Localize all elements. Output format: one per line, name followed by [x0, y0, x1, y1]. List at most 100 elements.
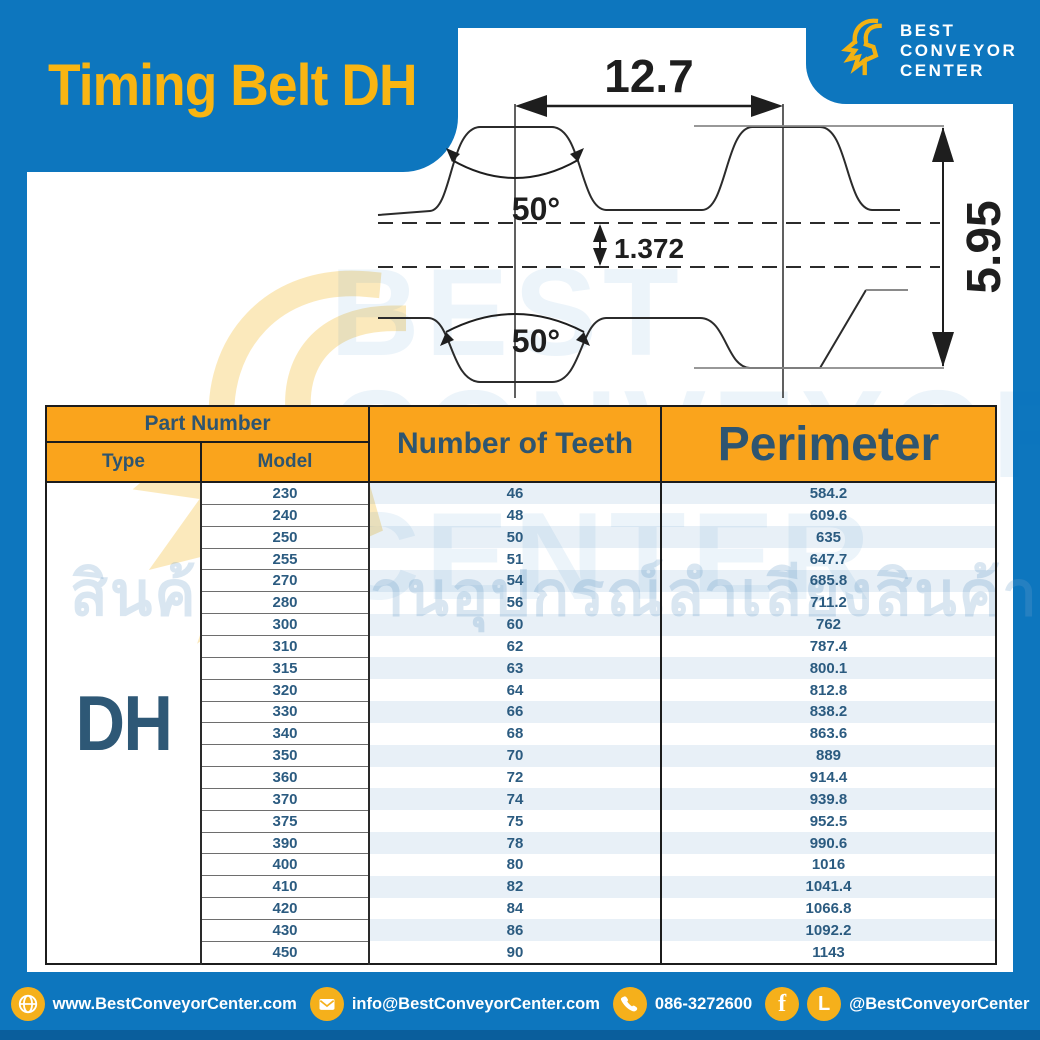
- website-text: www.BestConveyorCenter.com: [52, 994, 297, 1013]
- teeth-cell: 66: [369, 701, 662, 723]
- model-cell: 315: [200, 657, 370, 680]
- model-cell: 390: [200, 832, 370, 855]
- perimeter-cell: 952.5: [809, 812, 848, 830]
- model-cell: 430: [200, 919, 370, 942]
- model-cell: 360: [200, 766, 370, 789]
- perimeter-cell: 1041.4: [661, 875, 996, 898]
- perimeter-cell: 711.2: [810, 594, 847, 612]
- logo-line: CONVEYOR: [900, 41, 1018, 60]
- model-cell: 255: [200, 548, 370, 571]
- mail-icon: [309, 987, 344, 1021]
- phone-text: 086-3272600: [654, 994, 753, 1013]
- phone-icon: [612, 987, 647, 1021]
- col-header-type: Type: [45, 441, 202, 483]
- table-row: 375 75 952.5: [46, 810, 996, 833]
- table-row: 255 51 647.7: [46, 548, 996, 571]
- teeth-cell: 64: [369, 679, 662, 702]
- table-row: 370 74 939.8: [46, 788, 996, 811]
- model-cell: 420: [200, 897, 370, 920]
- teeth-cell: 72: [369, 766, 662, 789]
- globe-icon: [10, 987, 45, 1021]
- bottom-strip: [0, 1030, 1040, 1040]
- table-row: 390 78 990.6: [46, 832, 996, 855]
- table-row: 315 63 800.1: [46, 657, 996, 680]
- perimeter-cell: 685.8: [661, 569, 996, 592]
- website-item: www.BestConveyorCenter.com: [10, 987, 297, 1021]
- goat-logo-icon: [841, 18, 882, 76]
- col-header-teeth: Number of Teeth: [368, 405, 662, 483]
- table-row: 410 82 1041.4: [46, 875, 996, 899]
- table-row: 450 90 1143: [46, 941, 996, 965]
- table-row: 400 80 1016: [46, 853, 996, 877]
- perimeter-cell: 635: [661, 526, 996, 549]
- perimeter-cell: 863.6: [809, 725, 848, 743]
- model-cell: 320: [200, 679, 370, 702]
- model-cell: 230: [200, 482, 370, 505]
- perimeter-cell: 787.4: [809, 637, 848, 655]
- perimeter-cell: 889: [661, 744, 996, 767]
- table-row: 240 48 609.6: [46, 504, 996, 527]
- page-title: Timing Belt DH: [48, 53, 417, 118]
- watermark-word: BEST: [330, 244, 685, 382]
- logo-panel: BEST CONVEYOR CENTER: [806, 0, 1040, 104]
- col-header-perimeter: Perimeter: [660, 405, 997, 483]
- model-cell: 400: [200, 853, 370, 877]
- table-row: 310 62 787.4: [46, 635, 996, 658]
- teeth-cell: 62: [369, 635, 662, 658]
- perimeter-cell: 762: [661, 613, 996, 636]
- logo-wordmark: BEST CONVEYOR CENTER: [900, 21, 1017, 81]
- model-cell: 450: [200, 941, 370, 965]
- line-icon: L: [807, 987, 842, 1021]
- title-banner: Timing Belt DH: [0, 0, 458, 172]
- footer-contact-bar: www.BestConveyorCenter.com info@BestConv…: [0, 976, 1040, 1032]
- table-row: 300 60 762: [46, 613, 996, 637]
- facebook-icon: f: [765, 987, 800, 1021]
- table-row: 270 54 685.8: [46, 569, 996, 593]
- table-row: 340 68 863.6: [46, 722, 996, 746]
- perimeter-cell: 1092.2: [661, 919, 996, 942]
- teeth-cell: 74: [369, 788, 662, 811]
- logo-line: CENTER: [900, 61, 985, 80]
- phone-item: 086-3272600: [612, 987, 753, 1021]
- table-row: DH 230 46 584.2: [46, 482, 996, 964]
- spec-table: Part Number Number of Teeth Perimeter Ty…: [45, 405, 997, 965]
- perimeter-cell: 584.2: [661, 482, 996, 505]
- perimeter-cell: 800.1: [661, 657, 996, 680]
- perimeter-cell: 647.7: [809, 550, 848, 568]
- perimeter-cell: 1016: [811, 856, 846, 874]
- table-row: 420 84 1066.8: [46, 897, 996, 920]
- teeth-cell: 84: [369, 897, 662, 920]
- social-item: f L @BestConveyorCenter: [765, 987, 1029, 1021]
- model-cell: 410: [200, 875, 370, 899]
- logo-line: BEST: [900, 21, 956, 40]
- teeth-cell: 63: [369, 657, 662, 680]
- table-row: 360 72 914.4: [46, 766, 996, 789]
- perimeter-cell: 609.6: [809, 506, 848, 524]
- teeth-cell: 51: [369, 548, 662, 570]
- teeth-cell: 54: [369, 569, 662, 592]
- perimeter-cell: 838.2: [661, 701, 996, 723]
- teeth-cell: 86: [369, 919, 662, 942]
- teeth-cell: 56: [369, 591, 662, 614]
- teeth-cell: 82: [369, 875, 662, 898]
- bottom-angle-label: 50°: [512, 323, 560, 359]
- teeth-cell: 48: [369, 504, 662, 527]
- teeth-cell: 78: [369, 832, 662, 854]
- belt-profile-diagram: 12.7 5.95 1.372 50° 50°: [377, 50, 1011, 398]
- email-text: info@BestConveyorCenter.com: [351, 994, 600, 1013]
- model-cell: 370: [200, 788, 370, 811]
- thickness-dimension: 1.372: [614, 233, 684, 264]
- perimeter-cell: 1143: [812, 943, 845, 961]
- model-cell: 280: [200, 591, 370, 615]
- table-row: 280 56 711.2: [46, 591, 996, 615]
- teeth-cell: 68: [369, 722, 662, 745]
- email-item: info@BestConveyorCenter.com: [309, 987, 600, 1021]
- table-row: 350 70 889: [46, 744, 996, 768]
- teeth-cell: 90: [369, 941, 662, 964]
- perimeter-cell: 914.4: [809, 769, 848, 786]
- teeth-cell: 80: [369, 853, 662, 876]
- height-dimension: 5.95: [958, 200, 1011, 293]
- table-body: DH 230 46 584.2 240 48 609.6 250 50 635 255 51 647.7…: [46, 482, 996, 965]
- model-cell: 340: [200, 722, 370, 746]
- teeth-cell: 46: [369, 482, 662, 505]
